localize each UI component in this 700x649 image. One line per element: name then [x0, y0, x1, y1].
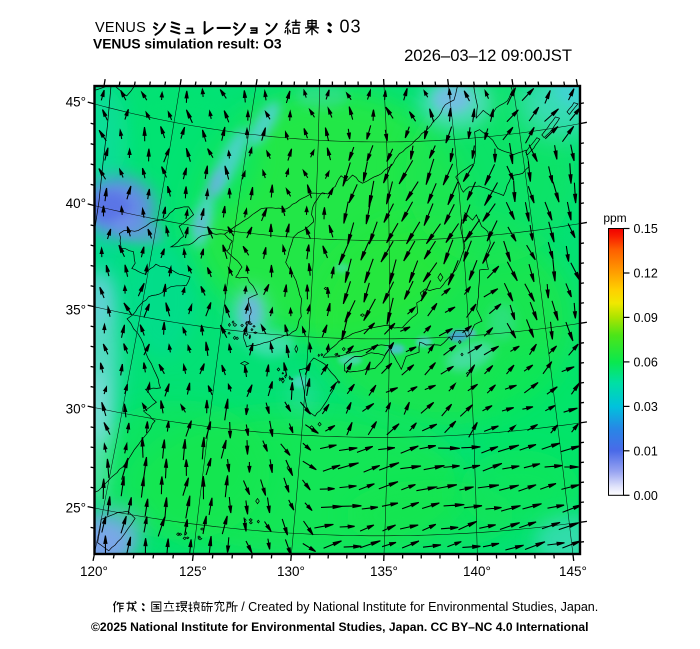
svg-text:45°: 45°	[66, 95, 86, 110]
svg-text:VENUS: VENUS	[95, 20, 146, 36]
svg-text:0.01: 0.01	[634, 444, 658, 458]
svg-text:140°: 140°	[463, 564, 491, 579]
svg-text:0.12: 0.12	[634, 267, 658, 281]
svg-text:0.00: 0.00	[634, 489, 658, 503]
svg-text:/ Created by National Institut: / Created by National Institute for Envi…	[241, 600, 598, 614]
svg-text:135°: 135°	[370, 564, 398, 579]
svg-text:130°: 130°	[277, 564, 305, 579]
svg-text:125°: 125°	[179, 564, 207, 579]
svg-text:120°: 120°	[80, 564, 108, 579]
svg-text:2026–03–12 09:00JST: 2026–03–12 09:00JST	[404, 46, 572, 65]
svg-text:ppm: ppm	[603, 211, 626, 225]
svg-text:0.15: 0.15	[634, 222, 658, 236]
svg-text:0.09: 0.09	[634, 311, 658, 325]
svg-text:25°: 25°	[66, 501, 86, 516]
svg-text:03: 03	[340, 16, 362, 36]
svg-text:35°: 35°	[66, 303, 86, 318]
svg-text:30°: 30°	[66, 402, 86, 417]
svg-text:145°: 145°	[559, 564, 587, 579]
svg-text:0.03: 0.03	[634, 400, 658, 414]
svg-text:VENUS simulation result: O3: VENUS simulation result: O3	[93, 37, 282, 52]
svg-text:0.06: 0.06	[634, 355, 658, 369]
svg-text:40°: 40°	[66, 196, 86, 211]
svg-text:©2025 National Institute for E: ©2025 National Institute for Environment…	[91, 620, 588, 634]
